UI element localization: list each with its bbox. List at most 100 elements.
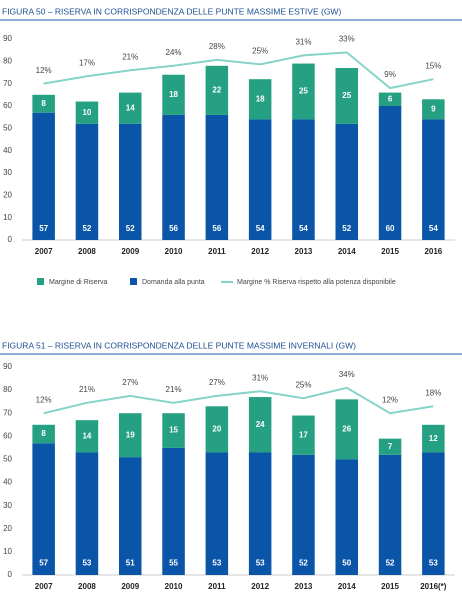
x-tick-label: 2009	[121, 582, 139, 591]
y-tick-label: 20	[3, 524, 12, 533]
bar-segment	[205, 65, 229, 115]
x-tick-label: 2016(*)	[420, 582, 447, 591]
x-tick-label: 2013	[295, 247, 313, 256]
y-tick-label: 40	[3, 146, 12, 155]
y-tick-label: 10	[3, 213, 12, 222]
bar-label: 14	[126, 103, 135, 112]
bar-segment	[422, 424, 445, 453]
bar-label: 55	[169, 559, 178, 568]
point-label: 17%	[79, 58, 95, 67]
y-tick-label: 40	[3, 478, 12, 487]
point-label: 25%	[295, 380, 311, 389]
bar-label: 25	[342, 91, 351, 100]
bar-segment	[75, 101, 99, 124]
x-tick-label: 2007	[35, 247, 53, 256]
bar-segment	[205, 452, 229, 575]
bar-label: 53	[212, 559, 221, 568]
y-tick-label: 70	[3, 79, 12, 88]
bar-segment	[422, 119, 445, 240]
point-label: 21%	[166, 385, 182, 394]
x-tick-label: 2013	[295, 582, 313, 591]
x-tick-label: 2008	[78, 247, 96, 256]
bar-segment	[162, 114, 185, 240]
y-tick-label: 50	[3, 455, 12, 464]
point-label: 25%	[252, 46, 268, 55]
bar-label: 52	[299, 559, 308, 568]
bar-segment	[75, 452, 99, 575]
bar-label: 19	[126, 430, 135, 439]
bar-label: 52	[82, 224, 91, 233]
bar-segment	[32, 112, 55, 240]
bar-label: 51	[126, 559, 135, 568]
line	[43, 51, 434, 90]
bar-segment	[248, 452, 272, 575]
bar-label: 52	[126, 224, 135, 233]
chart-title: FIGURA 51 – RISERVA IN CORRISPONDENZA DE…	[2, 340, 356, 350]
bar-label: 7	[388, 442, 393, 451]
x-tick-label: 2009	[121, 247, 139, 256]
y-tick-label: 90	[3, 362, 12, 371]
bar-label: 10	[82, 108, 91, 117]
bar-label: 52	[386, 559, 395, 568]
point-label: 12%	[36, 395, 52, 404]
point-label: 18%	[425, 388, 441, 397]
line	[43, 386, 434, 415]
y-tick-label: 50	[3, 123, 12, 132]
bar-segment	[162, 74, 185, 115]
bar-segment	[32, 94, 55, 113]
bar-label: 52	[342, 224, 351, 233]
bar-segment	[335, 68, 359, 124]
bar-label: 14	[82, 431, 91, 440]
bar-label: 18	[169, 90, 178, 99]
x-tick-label: 2011	[208, 582, 226, 591]
point-label: 34%	[339, 370, 355, 379]
bar-segment	[378, 454, 402, 575]
bar-label: 25	[299, 87, 308, 96]
y-tick-label: 80	[3, 385, 12, 394]
bar-segment	[292, 454, 315, 575]
bar-label: 22	[212, 85, 221, 94]
bar-segment	[422, 452, 445, 575]
bar-segment	[248, 119, 272, 240]
legend-swatch	[37, 278, 44, 285]
bar-label: 54	[299, 224, 308, 233]
bar-segment	[118, 92, 142, 124]
x-tick-label: 2008	[78, 582, 96, 591]
bar-segment	[162, 447, 185, 575]
bar-segment	[248, 397, 272, 453]
bar-segment	[292, 119, 315, 240]
point-label: 24%	[166, 48, 182, 57]
bar-label: 57	[39, 559, 48, 568]
bar-label: 57	[39, 224, 48, 233]
bar-segment	[162, 413, 185, 448]
bar-label: 53	[429, 559, 438, 568]
legend-swatch	[130, 278, 137, 285]
x-tick-label: 2010	[165, 582, 183, 591]
point-label: 9%	[384, 70, 396, 79]
bar-label: 26	[342, 425, 351, 434]
x-tick-label: 2011	[208, 247, 226, 256]
bar-segment	[205, 114, 229, 240]
point-label: 15%	[425, 61, 441, 70]
y-tick-label: 20	[3, 190, 12, 199]
y-tick-label: 0	[8, 235, 13, 244]
bar-segment	[32, 443, 55, 575]
bar-segment	[422, 99, 445, 120]
bar-segment	[292, 63, 315, 120]
bar-label: 56	[169, 224, 178, 233]
bar-segment	[378, 106, 402, 240]
y-tick-label: 60	[3, 431, 12, 440]
point-label: 28%	[209, 42, 225, 51]
x-tick-label: 2015	[381, 582, 399, 591]
bar-segment	[205, 406, 229, 453]
x-tick-label: 2015	[381, 247, 399, 256]
bar-label: 17	[299, 430, 308, 439]
y-tick-label: 0	[8, 570, 13, 579]
point-label: 21%	[79, 385, 95, 394]
point-label: 12%	[36, 66, 52, 75]
bar-segment	[378, 438, 402, 455]
bar-segment	[75, 420, 99, 453]
bar-segment	[292, 415, 315, 455]
bar-segment	[378, 92, 402, 106]
y-tick-label: 80	[3, 56, 12, 65]
